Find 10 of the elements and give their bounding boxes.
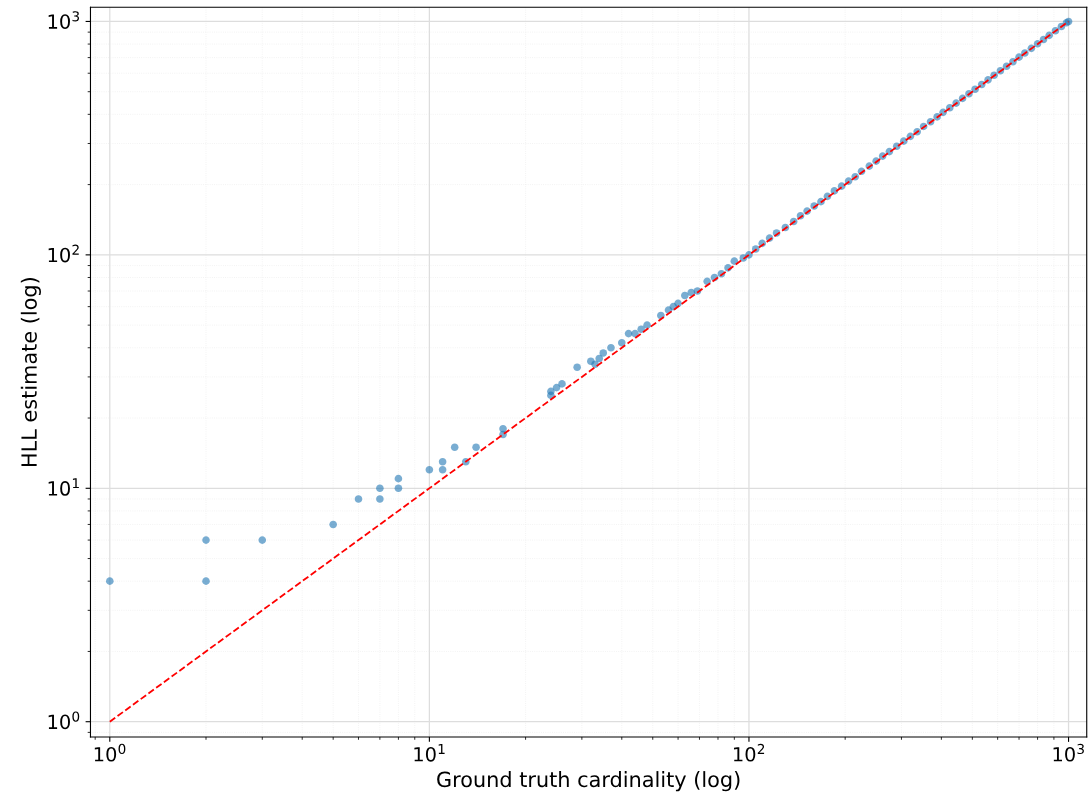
y-tick-label: 10$^{1}$ (48, 478, 79, 496)
y-tick-label: 10$^{2}$ (48, 244, 79, 263)
x-tick-label: 10$^{2}$ (733, 743, 765, 762)
y-tick-label: 10$^{3}$ (48, 11, 80, 29)
x-tick-label: 10$^{0}$ (94, 743, 126, 762)
y-tick-label: 10$^{0}$ (48, 711, 80, 730)
y-axis-title: HLL estimate (log) (20, 278, 41, 466)
x-tick-label: 10$^{3}$ (1053, 743, 1084, 762)
x-tick-label: 10$^{1}$ (414, 744, 445, 762)
x-axis-title: Ground truth cardinality (log) (437, 771, 740, 792)
